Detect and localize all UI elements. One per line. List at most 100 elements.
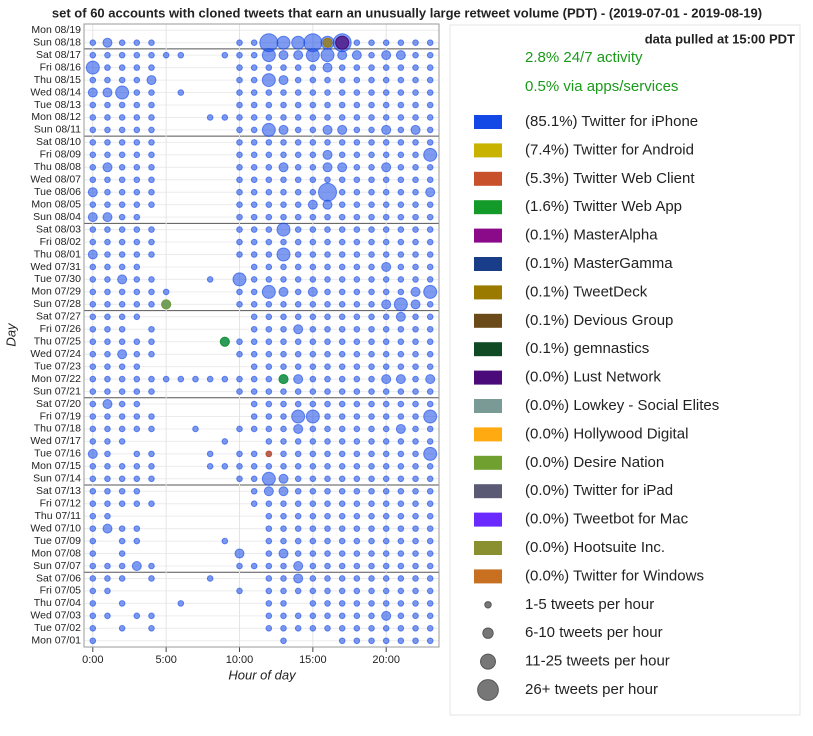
bubble [236, 39, 243, 46]
bubble [353, 313, 361, 321]
bubble [368, 263, 375, 271]
bubble [265, 375, 273, 383]
bubble [250, 500, 258, 508]
bubble [265, 463, 273, 470]
legend-label: (0.0%) Desire Nation [525, 454, 664, 471]
bubble [338, 612, 346, 620]
bubble [397, 101, 405, 109]
bubble [353, 475, 361, 483]
bubble [294, 151, 302, 159]
bubble [338, 363, 346, 370]
bubble [338, 425, 346, 433]
bubble [265, 537, 273, 545]
bubble [118, 413, 126, 420]
bubble [250, 425, 258, 433]
size-legend-marker [480, 653, 496, 670]
bubble [397, 500, 405, 508]
bubble [338, 475, 346, 483]
bubble [104, 425, 111, 433]
bubble [236, 251, 243, 258]
bubble [368, 550, 375, 557]
bubble [265, 301, 273, 308]
bubble [133, 537, 141, 545]
bubble [426, 562, 434, 570]
bubble [324, 313, 331, 321]
bubble [192, 375, 199, 383]
bubble [250, 76, 258, 84]
bubble [118, 226, 126, 233]
y-tick-label: Mon 07/01 [31, 635, 81, 647]
y-tick-label: Sun 07/07 [33, 560, 81, 572]
legend-swatch [474, 313, 502, 328]
bubble [250, 475, 258, 483]
bubble [118, 463, 126, 470]
bubble [104, 587, 111, 595]
y-tick-label: Thu 08/08 [34, 161, 81, 173]
bubble [423, 446, 438, 461]
bubble [118, 39, 126, 46]
bubble [265, 176, 273, 184]
bubble [338, 537, 346, 545]
bubble [265, 587, 273, 595]
bubble [368, 101, 375, 109]
bubble [133, 188, 141, 196]
bubble [382, 151, 390, 159]
bubble [324, 525, 331, 532]
bubble [426, 525, 434, 532]
bubble [324, 301, 331, 308]
bubble [426, 114, 434, 121]
bubble [309, 438, 317, 445]
bubble [89, 550, 97, 557]
bubble [280, 612, 287, 620]
bubble [382, 400, 390, 408]
bubble [294, 313, 302, 321]
bubble [412, 512, 419, 520]
bubble [148, 126, 155, 134]
bubble [412, 114, 419, 121]
bubble [309, 213, 317, 221]
legend-label: (0.0%) Twitter for iPad [525, 482, 673, 499]
bubble [104, 201, 111, 208]
bubble [133, 213, 141, 221]
bubble [294, 64, 302, 71]
legend-label: (0.0%) Hootsuite Inc. [525, 539, 665, 556]
bubble [309, 64, 317, 71]
bubble [353, 39, 361, 46]
bubble [250, 463, 258, 470]
bubble [294, 251, 302, 258]
bubble [353, 89, 361, 96]
bubble [382, 600, 390, 607]
legend-label: (0.1%) TweetDeck [525, 283, 648, 300]
bubble [102, 399, 113, 410]
bubble [177, 89, 185, 96]
bubble [309, 525, 317, 532]
bubble [104, 64, 111, 71]
bubble [89, 238, 97, 246]
bubble [118, 562, 126, 570]
bubble [338, 251, 346, 258]
bubble [368, 313, 375, 321]
bubble [293, 374, 304, 385]
bubble [278, 548, 289, 559]
bubble [324, 600, 331, 607]
bubble [309, 126, 317, 134]
bubble [206, 463, 214, 470]
bubble [133, 176, 141, 184]
bubble [397, 537, 405, 545]
bubble [294, 388, 302, 395]
bubble [426, 388, 434, 395]
bubble [397, 201, 405, 208]
bubble [133, 525, 141, 532]
bubble [276, 247, 291, 262]
bubble [280, 537, 287, 545]
bubble [309, 163, 317, 171]
bubble [309, 463, 317, 470]
bubble [102, 37, 113, 48]
bubble [250, 176, 258, 184]
bubble [250, 151, 258, 159]
bubble [382, 39, 390, 46]
bubble [338, 375, 346, 383]
bubble [309, 176, 317, 184]
bubble [368, 301, 375, 308]
bubble [250, 188, 258, 196]
